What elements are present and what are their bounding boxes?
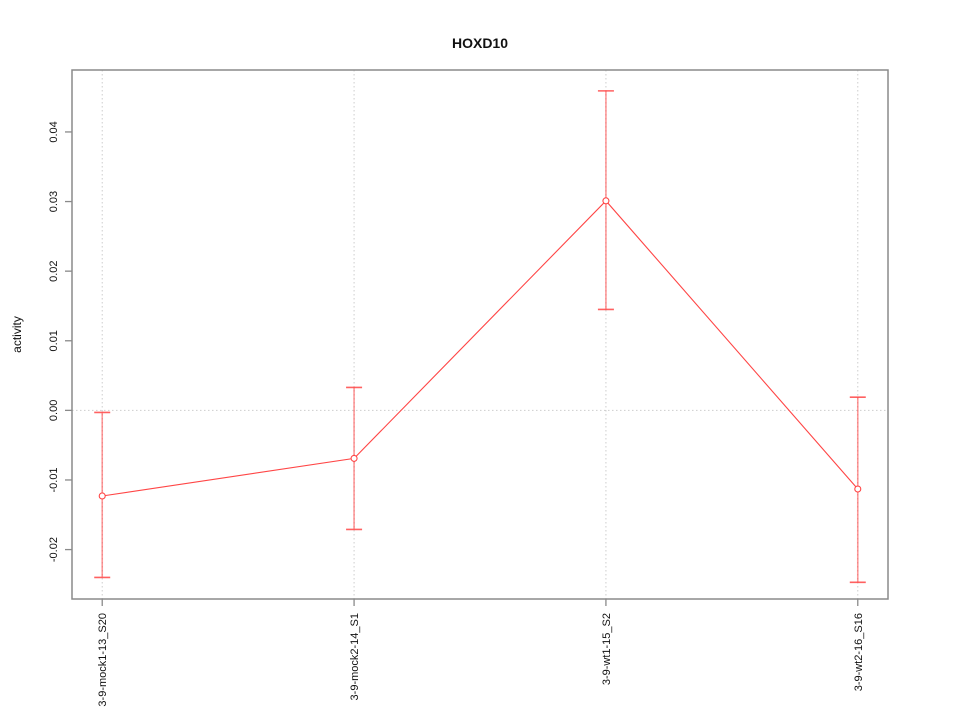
chart-title: HOXD10	[452, 35, 508, 51]
y-tick-label: -0.01	[48, 467, 60, 492]
y-tick-label: 0.00	[48, 400, 60, 421]
y-tick-label: 0.03	[48, 191, 60, 212]
data-series-line	[102, 200, 859, 497]
data-point-marker	[854, 485, 862, 493]
data-point-marker	[602, 197, 610, 205]
plot-border	[71, 69, 889, 600]
data-point-marker	[350, 454, 358, 462]
x-tick-label: 3-9-mock1-13_S20	[97, 613, 109, 707]
x-tick-label: 3-9-wt2-16_S16	[853, 613, 865, 691]
y-tick-label: -0.02	[48, 537, 60, 562]
y-tick-label: 0.04	[48, 121, 60, 142]
data-point-marker	[98, 492, 106, 500]
x-tick-label: 3-9-mock2-14_S1	[349, 613, 361, 700]
y-tick-label: 0.01	[48, 330, 60, 351]
x-tick-label: 3-9-wt1-15_S2	[601, 613, 613, 685]
y-axis-label: activity	[10, 316, 24, 353]
y-tick-label: 0.02	[48, 260, 60, 281]
